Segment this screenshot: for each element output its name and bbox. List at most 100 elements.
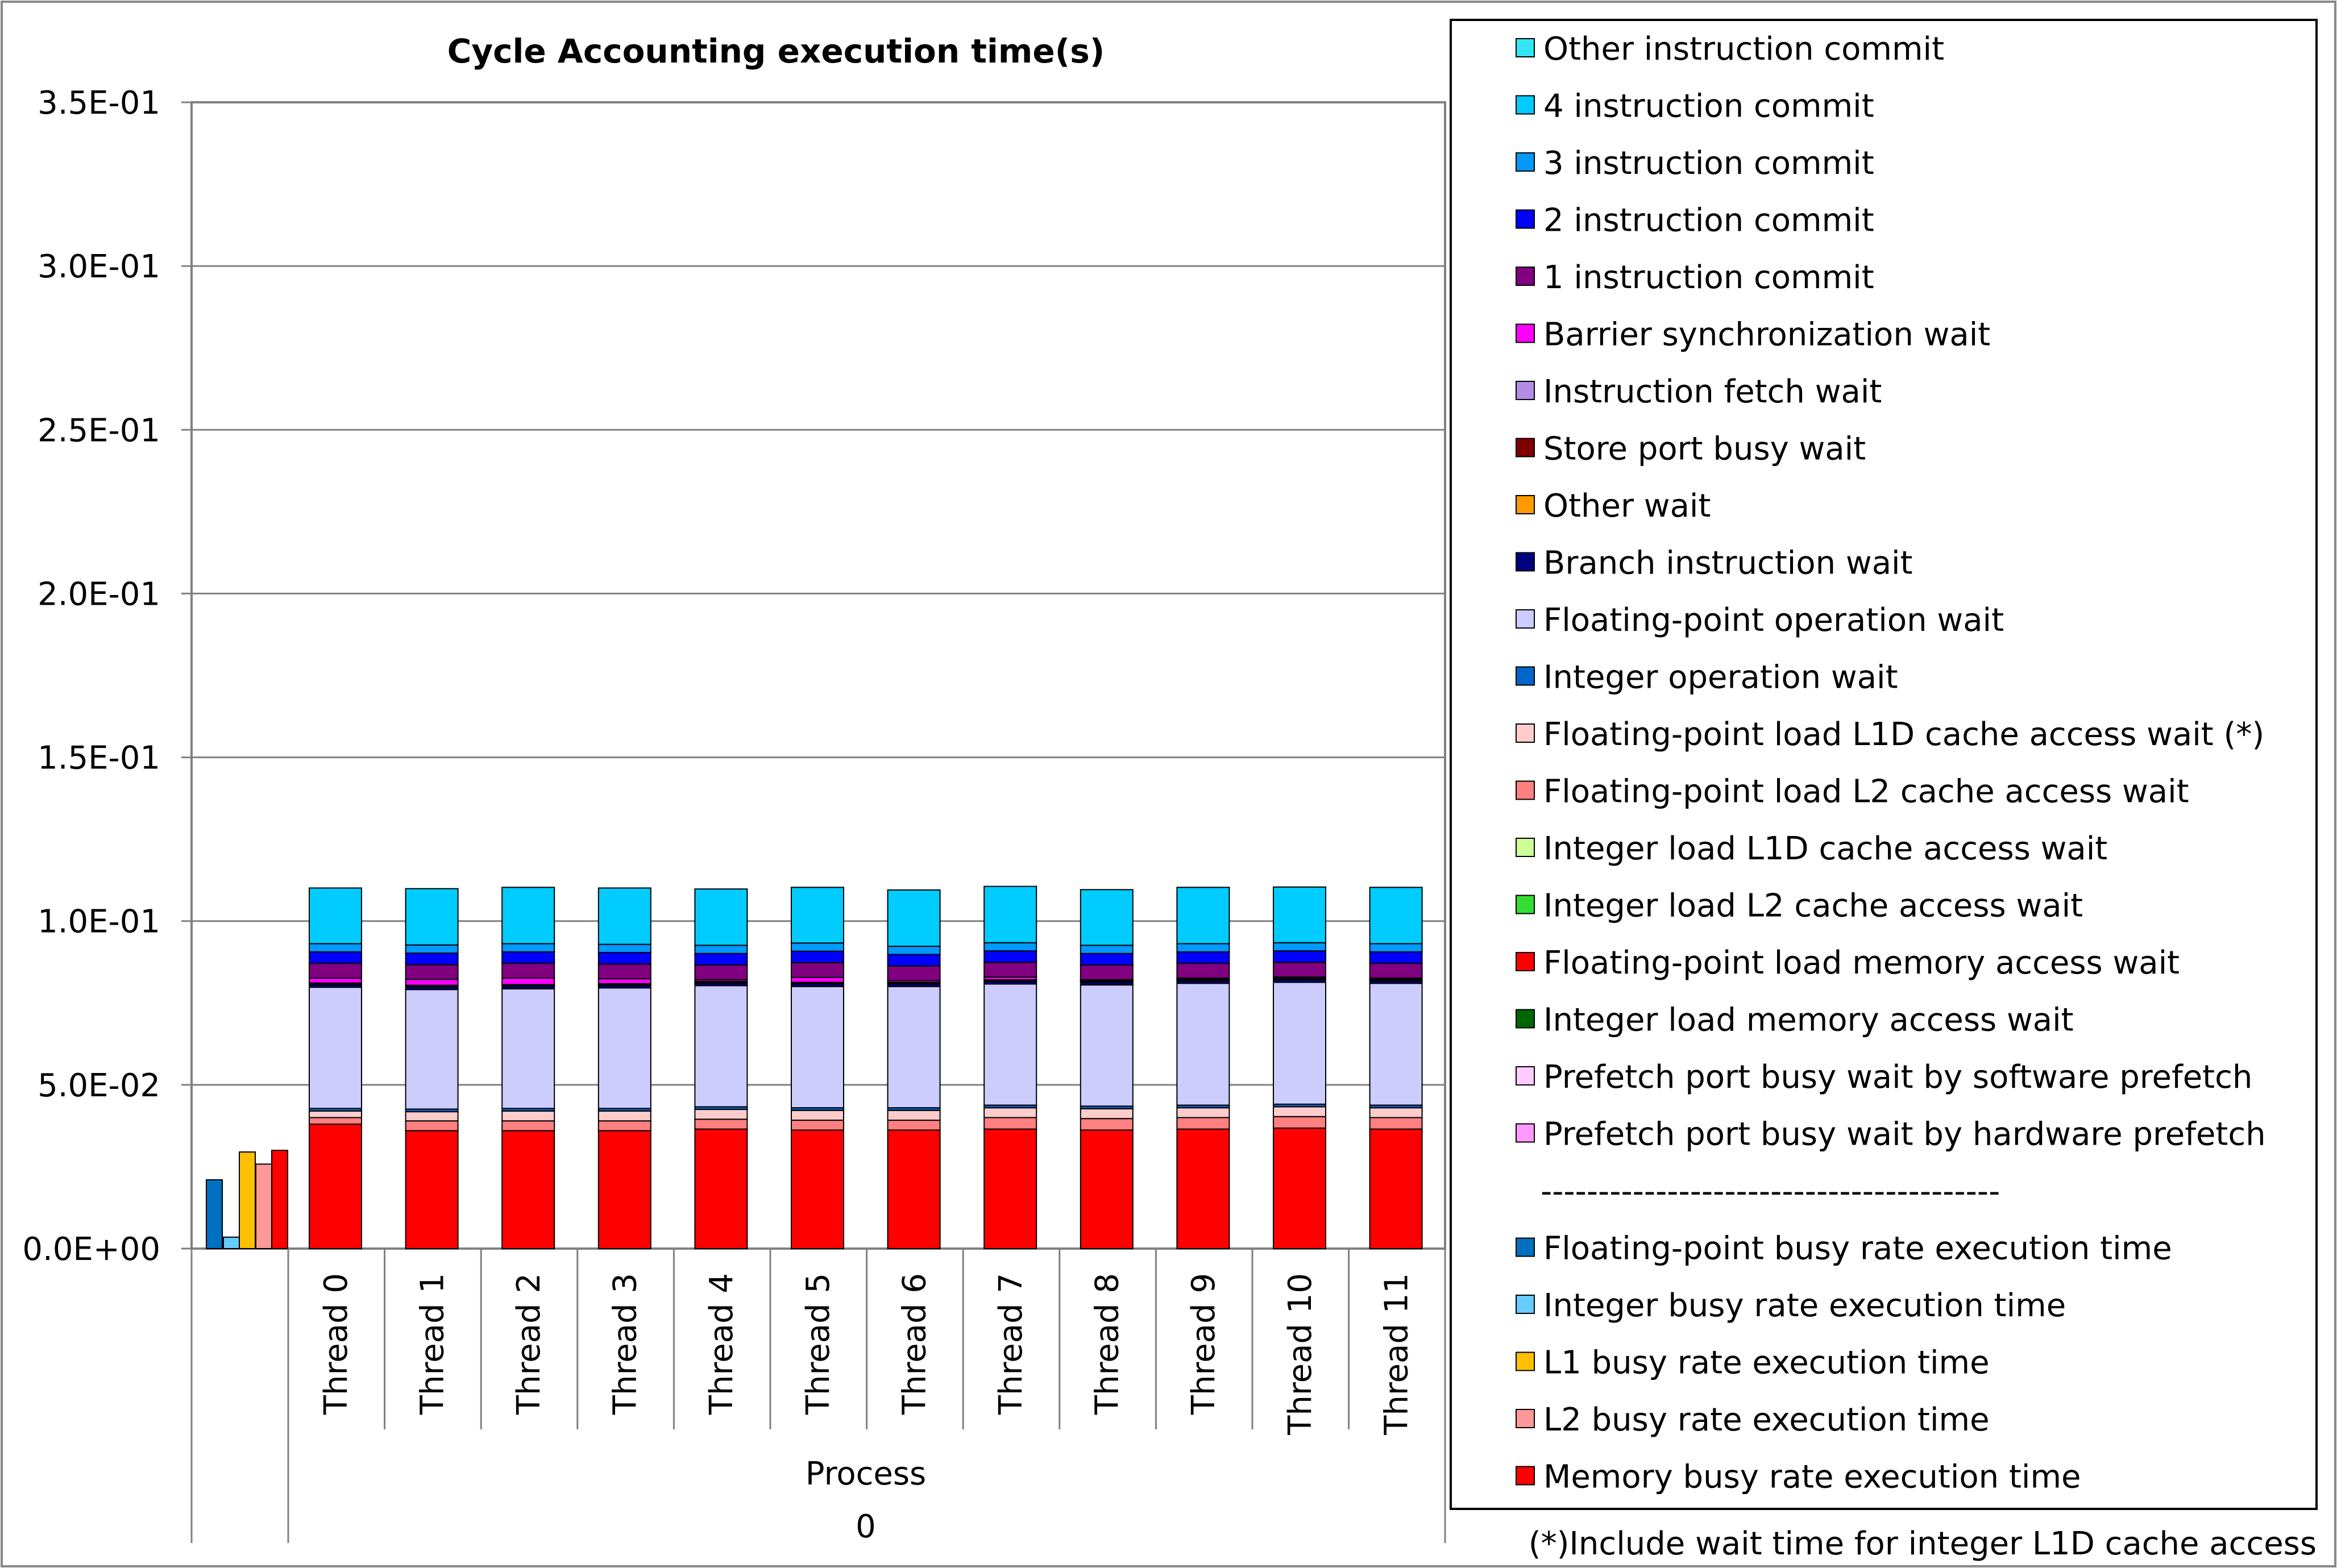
- bar-stack: [1369, 887, 1423, 1250]
- bar-segment: [791, 1129, 844, 1249]
- bar-segment: [1176, 1107, 1230, 1118]
- x-tick-label: Thread 1: [414, 1273, 451, 1415]
- x-tick-label: Thread 3: [607, 1273, 644, 1415]
- bar-stack: [501, 887, 555, 1249]
- bar-segment: [501, 951, 555, 964]
- bar-segment: [694, 888, 748, 946]
- bar-segment: [1176, 963, 1230, 979]
- x-axis-category-area: Thread 0 Thread 1 Thread 2 Thread 3 Thread 4…: [190, 1249, 1446, 1543]
- legend-label: 4 instruction commit: [1543, 88, 1874, 125]
- bar-segment: [1273, 1106, 1326, 1117]
- legend-label: 2 instruction commit: [1543, 202, 1874, 239]
- bar-segment: [983, 1128, 1037, 1250]
- y-tick-label: 2.0E-01: [38, 576, 160, 613]
- bar-segment: [1176, 951, 1230, 964]
- bar-segment: [1080, 984, 1134, 1107]
- bar-segment: [405, 964, 459, 980]
- bar-segment: [405, 944, 459, 954]
- legend-label: Floating-point load L2 cache access wait: [1543, 773, 2189, 810]
- bar-segment: [405, 979, 459, 986]
- legend-swatch: [1516, 1351, 1535, 1371]
- bar-segment: [1080, 964, 1134, 980]
- bar-segment: [597, 963, 651, 980]
- busy-rate-bars: [206, 1150, 288, 1250]
- bar-segment: [501, 977, 555, 985]
- stacked-bars: [309, 885, 1423, 1250]
- bar-segment: [501, 887, 555, 945]
- bar-segment: [501, 988, 555, 1109]
- legend-label: Instruction fetch wait: [1543, 373, 1882, 410]
- bar-stack: [887, 889, 941, 1249]
- x-tick-label: Thread 0: [318, 1273, 355, 1415]
- legend-label: Integer operation wait: [1543, 659, 1898, 696]
- x-axis-label-process: Process: [806, 1455, 926, 1492]
- legend-label: Barrier synchronization wait: [1543, 317, 1990, 353]
- bar-segment: [1176, 1117, 1230, 1130]
- bar-segment: [791, 985, 844, 1109]
- legend-swatch: [1516, 895, 1535, 914]
- bar-segment: [791, 976, 844, 983]
- x-tick-label: Thread 11: [1378, 1273, 1415, 1436]
- bar-segment: [1369, 1117, 1423, 1130]
- x-tick-label: Thread 10: [1282, 1273, 1319, 1436]
- bar-stack: [405, 888, 459, 1249]
- bar-segment: [1273, 962, 1326, 978]
- bar-segment: [791, 1120, 844, 1131]
- legend-swatch: [1516, 323, 1535, 343]
- bar-stack: [983, 885, 1037, 1250]
- bar-segment: [1369, 943, 1423, 953]
- legend-swatch: [1516, 780, 1535, 800]
- bar-segment: [597, 1120, 651, 1132]
- bar-segment: [1176, 1128, 1230, 1250]
- legend-swatch: [1516, 267, 1535, 286]
- legend-label: Floating-point load L1D cache access wai…: [1543, 716, 2264, 753]
- bar-segment: [1080, 1129, 1134, 1249]
- bar-segment: [309, 943, 362, 953]
- bar-segment: [887, 965, 941, 981]
- bar-segment: [1369, 983, 1423, 1106]
- legend-swatch: [1516, 723, 1535, 743]
- bar-segment: [405, 888, 459, 946]
- legend-swatch: [1516, 495, 1535, 514]
- bar-segment: [309, 963, 362, 979]
- bar-segment: [1273, 981, 1326, 1105]
- bar-segment: [1176, 983, 1230, 1106]
- bar-segment: [309, 1110, 362, 1118]
- legend-swatch: [1516, 666, 1535, 686]
- bar-segment: [887, 1120, 941, 1131]
- legend-separator: ----------------------------------------: [1541, 1173, 2000, 1210]
- x-tick-label: Thread 4: [703, 1273, 740, 1415]
- y-tick-label: 0.0E+00: [22, 1231, 160, 1268]
- legend-label: Integer load memory access wait: [1543, 1002, 2074, 1039]
- legend-label: Floating-point load memory access wait: [1543, 945, 2180, 981]
- bar-segment: [983, 1107, 1037, 1118]
- bar-stack: [694, 888, 748, 1250]
- bar-segment: [791, 1109, 844, 1121]
- y-tick-label: 3.0E-01: [38, 248, 160, 285]
- busy-rate-bar: [255, 1163, 272, 1250]
- bar-segment: [501, 1120, 555, 1132]
- bar-segment: [983, 962, 1037, 978]
- y-axis-tick-labels: 0.0E+00 5.0E-02 1.0E-01 1.5E-01 2.0E-01 2.5E-…: [22, 85, 160, 1268]
- bar-segment: [405, 989, 459, 1110]
- legend-label: Prefetch port busy wait by hardware pref…: [1543, 1116, 2266, 1153]
- x-tick-label: Thread 6: [896, 1273, 933, 1415]
- legend-swatch: [1516, 1295, 1535, 1314]
- y-tick-label: 1.5E-01: [38, 740, 160, 777]
- footnote: (*)Include wait time for integer L1D cac…: [1529, 1525, 2317, 1562]
- bar-segment: [1273, 886, 1326, 943]
- bar-stack: [1176, 887, 1230, 1250]
- bar-segment: [983, 942, 1037, 952]
- legend: Other instruction commit 4 instruction co…: [1516, 31, 2266, 1496]
- busy-rate-bar: [271, 1150, 288, 1249]
- bar-segment: [694, 1109, 748, 1120]
- bar-segment: [694, 953, 748, 966]
- legend-swatch: [1516, 95, 1535, 115]
- bar-segment: [694, 985, 748, 1108]
- bar-segment: [791, 950, 844, 963]
- bar-segment: [887, 1109, 941, 1121]
- bar-segment: [1080, 889, 1134, 946]
- bar-segment: [887, 985, 941, 1109]
